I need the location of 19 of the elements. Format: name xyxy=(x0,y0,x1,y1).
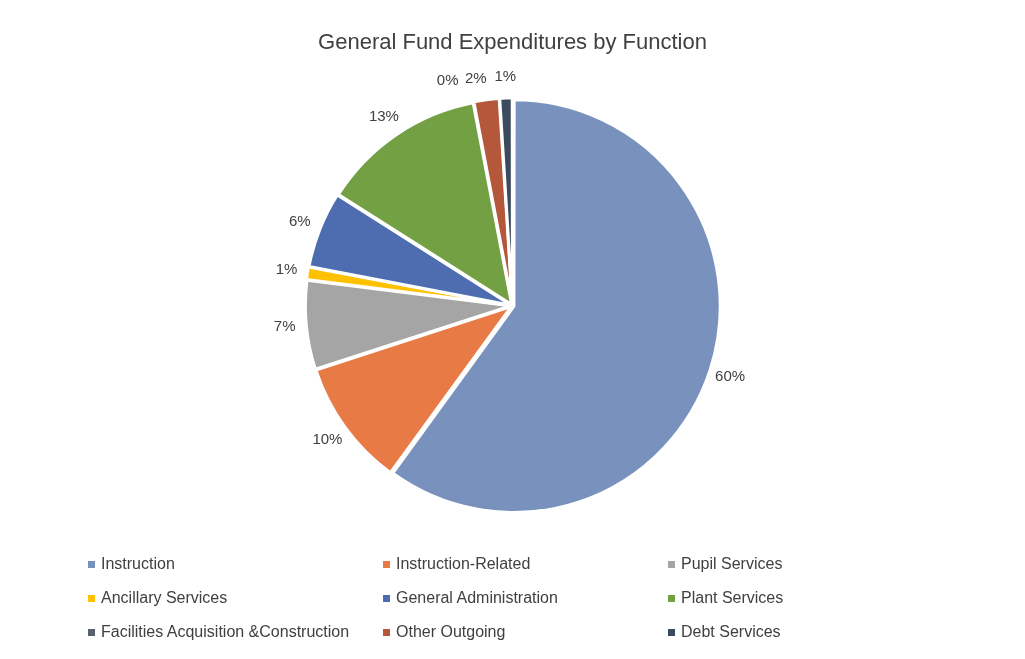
legend-label: Pupil Services xyxy=(681,555,783,573)
chart-title: General Fund Expenditures by Function xyxy=(318,29,707,55)
data-label: 6% xyxy=(288,211,311,229)
data-label: 60% xyxy=(715,366,746,384)
legend-label: Instruction xyxy=(101,555,175,573)
data-label: 7% xyxy=(273,317,296,335)
legend-label: Facilities Acquisition &Construction xyxy=(101,623,350,641)
data-label: 10% xyxy=(312,430,343,448)
legend-label: General Administration xyxy=(396,589,558,607)
data-label: 2% xyxy=(464,68,487,86)
legend-label: Other Outgoing xyxy=(396,623,506,641)
legend-label: Plant Services xyxy=(681,589,784,607)
data-label: 1% xyxy=(494,67,517,85)
legend-label: Debt Services xyxy=(681,623,781,641)
data-label: 1% xyxy=(275,260,298,278)
legend-label: Instruction-Related xyxy=(396,555,531,573)
legend-label: Ancillary Services xyxy=(101,589,228,607)
data-label: 13% xyxy=(368,106,399,124)
text: 0% xyxy=(436,71,459,89)
